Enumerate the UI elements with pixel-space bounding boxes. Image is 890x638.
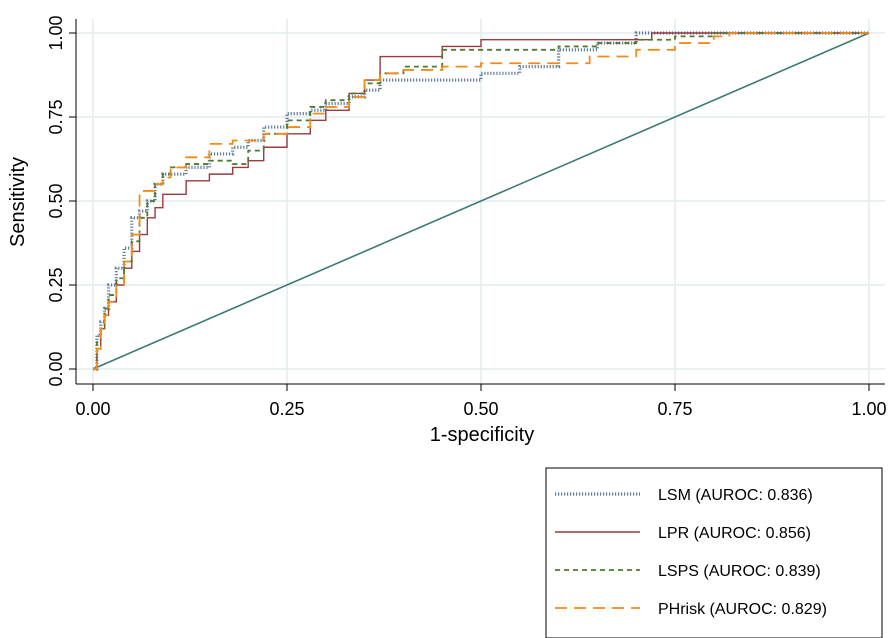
y-tick-label: 0.00 — [46, 351, 66, 386]
reference-diagonal-line — [92, 32, 870, 370]
legend-box — [545, 467, 883, 638]
axis-layer: 0.00 0.25 0.50 0.75 1.00 0.00 0.25 0.50 0.75 1.00 — [46, 15, 887, 419]
legend: LSM (AUROC: 0.836) LPR (AUROC: 0.856) LSPS… — [545, 467, 883, 638]
series-layer — [92, 31, 870, 371]
y-tick-label: 0.75 — [46, 99, 66, 134]
y-axis-title: Sensitivity — [7, 157, 29, 247]
y-tick-label: 1.00 — [46, 15, 66, 50]
series-line-phrisk — [93, 32, 869, 370]
x-tick-label: 0.75 — [657, 399, 692, 419]
legend-label-lpr: LPR (AUROC: 0.856) — [658, 525, 811, 542]
x-tick-label: 0.00 — [75, 399, 110, 419]
legend-label-lsm: LSM (AUROC: 0.836) — [658, 487, 813, 504]
legend-label-lsps: LSPS (AUROC: 0.839) — [658, 563, 821, 580]
x-axis-title: 1-specificity — [430, 424, 534, 446]
legend-items: LSM (AUROC: 0.836) LPR (AUROC: 0.856) LSPS… — [555, 487, 827, 618]
y-tick-label: 0.25 — [46, 267, 66, 302]
legend-label-phrisk: PHrisk (AUROC: 0.829) — [658, 601, 827, 618]
x-tick-label: 0.25 — [269, 399, 304, 419]
x-tick-label: 0.50 — [463, 399, 498, 419]
series-line-lpr — [93, 32, 869, 370]
x-tick-label: 1.00 — [851, 399, 886, 419]
y-tick-label: 0.50 — [46, 183, 66, 218]
series-line-lsm — [93, 31, 869, 371]
series-line-lsps — [93, 32, 869, 370]
